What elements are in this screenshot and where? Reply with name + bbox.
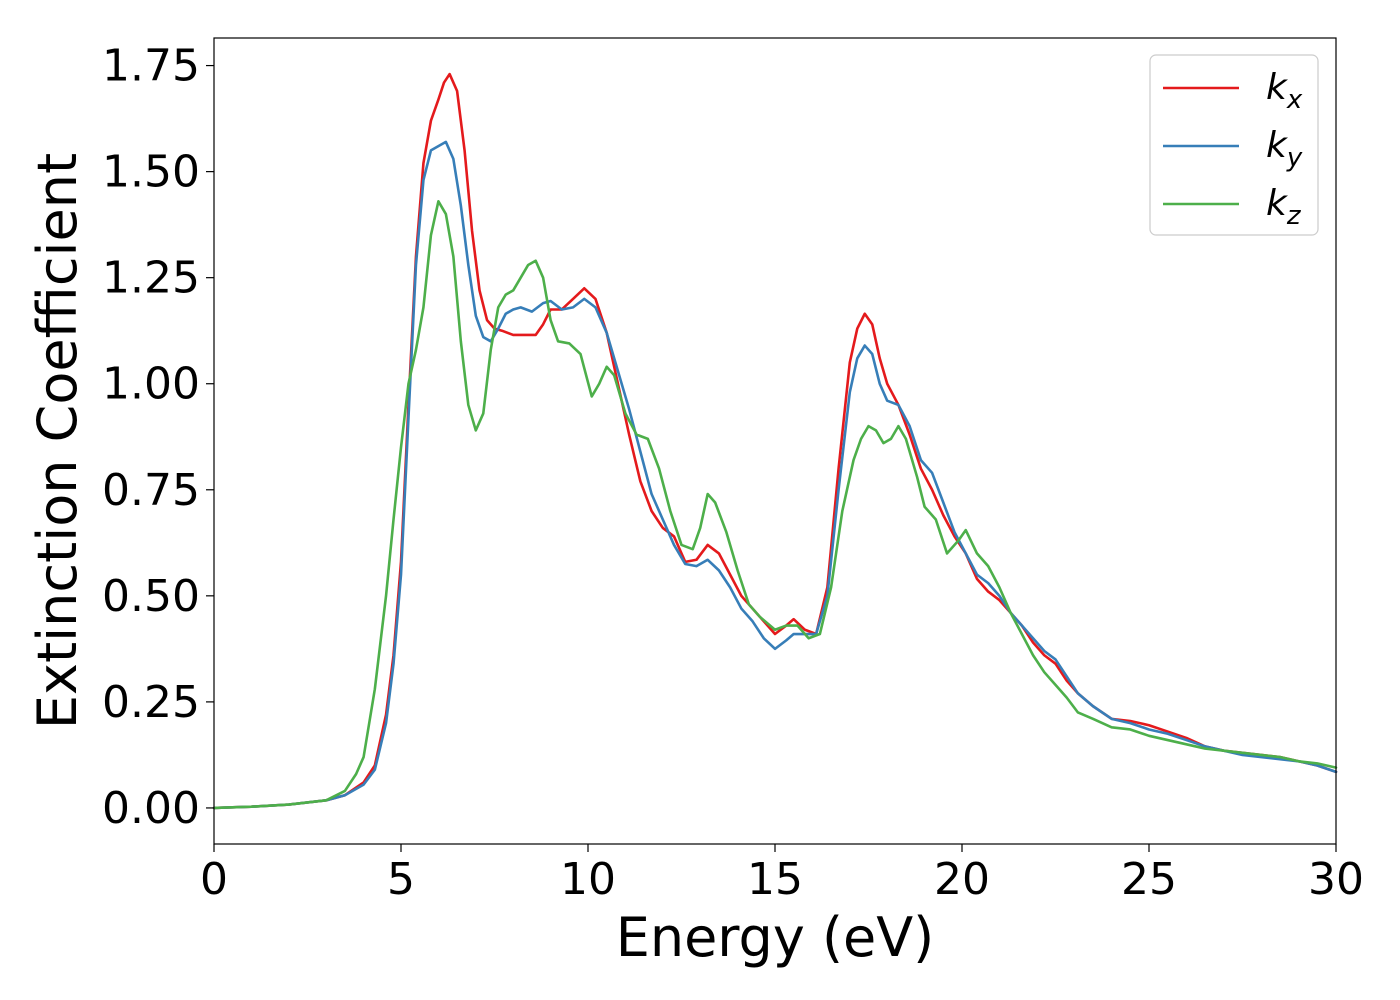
x-tick-label: 25 bbox=[1121, 854, 1177, 905]
y-tick-label: 1.00 bbox=[102, 359, 200, 410]
x-tick-label: 5 bbox=[387, 854, 415, 905]
y-tick-label: 1.25 bbox=[102, 253, 200, 304]
series-line-z bbox=[212, 200, 1338, 810]
y-axis-title: Extinction Coefficient bbox=[26, 153, 89, 729]
y-tick-label: 0.50 bbox=[102, 571, 200, 622]
y-tick-label: 1.50 bbox=[102, 147, 200, 198]
legend-label-x: kx bbox=[1266, 67, 1303, 115]
series-line-y bbox=[212, 140, 1338, 810]
x-tick-label: 10 bbox=[560, 854, 616, 905]
y-tick-label: 1.75 bbox=[102, 41, 200, 92]
legend: kx ky kz bbox=[1149, 54, 1319, 236]
legend-label-z: kz bbox=[1266, 183, 1302, 231]
series-lines bbox=[212, 72, 1338, 810]
y-tick-label: 0.75 bbox=[102, 465, 200, 516]
x-tick-label: 30 bbox=[1308, 854, 1364, 905]
x-axis-title: Energy (eV) bbox=[616, 906, 935, 969]
x-tick-label: 20 bbox=[934, 854, 990, 905]
y-tick-label: 0.00 bbox=[102, 783, 200, 834]
y-tick-label: 0.25 bbox=[102, 677, 200, 728]
legend-label-y: ky bbox=[1266, 125, 1303, 173]
x-tick-label: 0 bbox=[200, 854, 228, 905]
axis-ticks: 0 5 10 15 20 25 30 0.00 0.25 0.50 0.75 1.00 1.25 1.50… bbox=[102, 41, 1364, 905]
x-tick-label: 15 bbox=[747, 854, 803, 905]
